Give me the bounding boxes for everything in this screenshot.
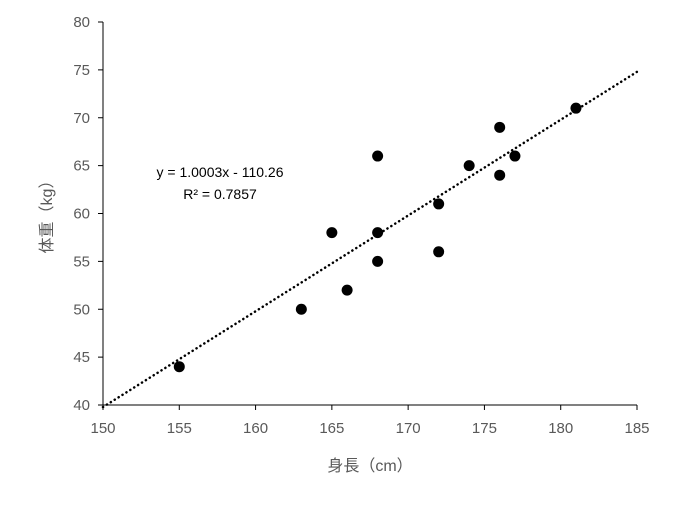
x-tick-label: 175 (472, 420, 497, 437)
y-tick-label: 80 (73, 14, 90, 31)
trendline (101, 70, 639, 409)
y-tick-label: 70 (73, 110, 90, 127)
y-axis-label: 体重（kg） (38, 173, 56, 254)
x-tick-label: 180 (548, 420, 573, 437)
trendline-r-squared: R² = 0.7857 (183, 186, 257, 202)
data-point (173, 361, 185, 373)
x-tick-label: 155 (167, 420, 192, 437)
y-tick-label: 50 (73, 301, 90, 318)
data-point (433, 198, 445, 210)
data-point (433, 246, 445, 258)
x-tick-label: 185 (624, 420, 649, 437)
data-point (494, 121, 506, 133)
trendline-equation: y = 1.0003x - 110.26 (157, 164, 284, 180)
x-tick-label: 165 (319, 420, 344, 437)
data-point (341, 284, 353, 296)
y-tick-label: 45 (73, 349, 90, 366)
data-point (570, 102, 582, 114)
y-tick-label: 40 (73, 397, 90, 414)
x-tick-label: 160 (243, 420, 268, 437)
y-tick-label: 65 (73, 158, 90, 175)
data-point (494, 169, 506, 181)
x-tick-label: 150 (90, 420, 115, 437)
data-point (509, 150, 521, 162)
data-point (463, 160, 475, 172)
data-point (372, 255, 384, 267)
y-tick-label: 60 (73, 206, 90, 223)
data-point (372, 227, 384, 239)
data-point (326, 227, 338, 239)
data-point (372, 150, 384, 162)
y-tick-label: 55 (73, 253, 90, 270)
x-axis-label: 身長（cm） (327, 457, 412, 475)
y-tick-label: 75 (73, 62, 90, 79)
data-point (295, 303, 307, 315)
x-tick-label: 170 (396, 420, 421, 437)
